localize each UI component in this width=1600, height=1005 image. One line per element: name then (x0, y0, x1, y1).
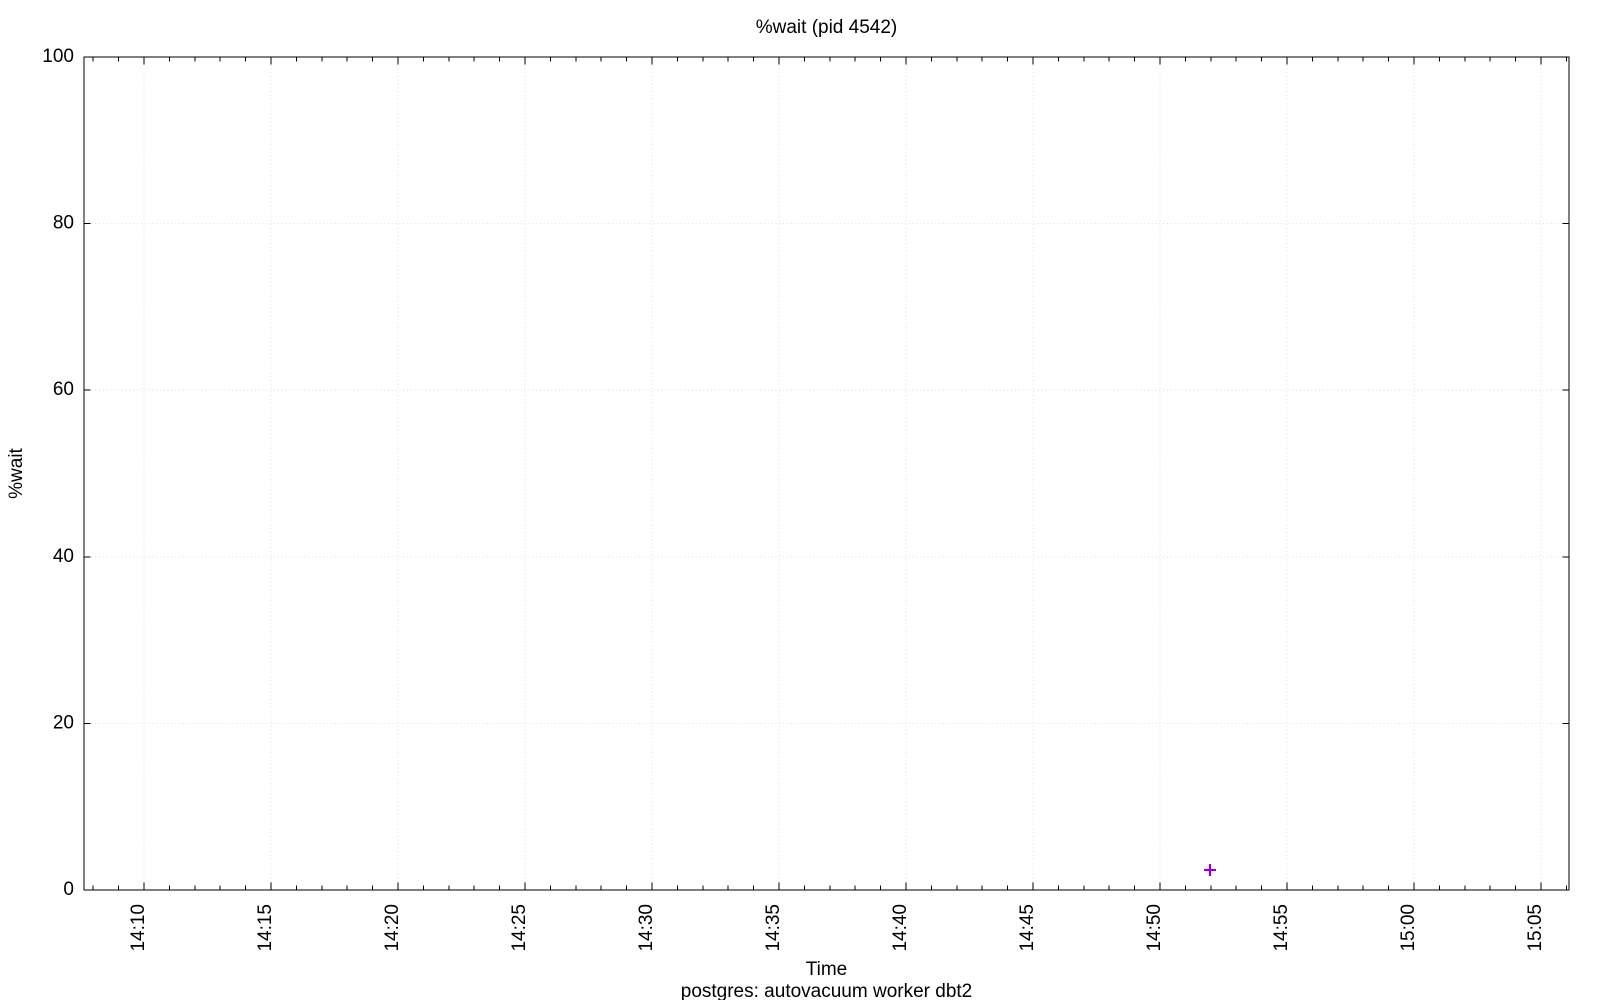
svg-text:14:55: 14:55 (1271, 904, 1292, 952)
svg-text:14:20: 14:20 (382, 904, 403, 952)
svg-text:40: 40 (53, 546, 74, 567)
svg-text:14:30: 14:30 (636, 904, 657, 952)
svg-text:0: 0 (63, 879, 74, 900)
svg-text:15:00: 15:00 (1398, 904, 1419, 952)
svg-text:Time: Time (806, 959, 848, 980)
svg-text:100: 100 (42, 46, 74, 67)
svg-text:%wait: %wait (6, 447, 27, 498)
svg-text:14:45: 14:45 (1017, 904, 1038, 952)
svg-text:14:10: 14:10 (128, 904, 149, 952)
svg-text:14:15: 14:15 (255, 904, 276, 952)
svg-text:14:25: 14:25 (509, 904, 530, 952)
svg-text:20: 20 (53, 712, 74, 733)
svg-text:14:50: 14:50 (1144, 904, 1165, 952)
svg-text:postgres: autovacuum worker db: postgres: autovacuum worker dbt2 (681, 981, 973, 1000)
svg-text:14:35: 14:35 (763, 904, 784, 952)
svg-text:15:05: 15:05 (1525, 904, 1546, 952)
svg-text:%wait (pid 4542): %wait (pid 4542) (756, 17, 898, 38)
svg-text:60: 60 (53, 379, 74, 400)
svg-text:14:40: 14:40 (890, 904, 911, 952)
svg-text:80: 80 (53, 213, 74, 234)
